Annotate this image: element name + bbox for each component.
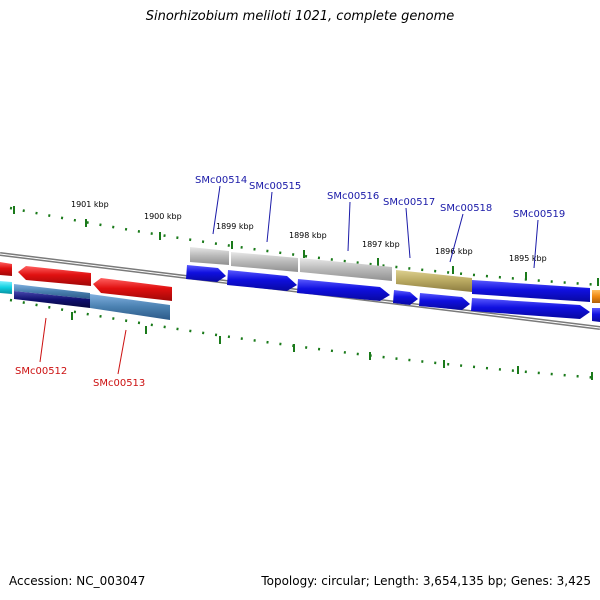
topology-label: Topology: xyxy=(261,574,318,588)
gene-block[interactable] xyxy=(14,291,90,308)
ruler-label: 1900 kbp xyxy=(144,212,182,221)
topology-value: circular xyxy=(321,574,366,588)
accession-value: NC_003047 xyxy=(76,574,146,588)
gene-block[interactable] xyxy=(0,281,12,294)
ruler-label: 1897 kbp xyxy=(362,240,400,249)
gene-arrow[interactable] xyxy=(18,266,91,286)
gene-block[interactable] xyxy=(14,284,90,299)
gene-label[interactable]: SMc00513 xyxy=(93,378,145,389)
gene-block[interactable] xyxy=(190,247,229,265)
gene-label[interactable]: SMc00514 xyxy=(195,175,247,186)
gene-arrow[interactable] xyxy=(0,262,12,276)
gene-label[interactable]: SMc00512 xyxy=(15,366,67,377)
label-leaders xyxy=(39,185,539,375)
outer-tick-track xyxy=(9,206,600,287)
genome-stats: Topology: circular; Length: 3,654,135 bp… xyxy=(261,574,591,588)
ruler-label: 1895 kbp xyxy=(509,254,547,263)
gene-block[interactable] xyxy=(592,290,600,303)
genes-value: 3,425 xyxy=(556,574,591,588)
gene-arrow[interactable] xyxy=(419,293,470,310)
length-label: Length: xyxy=(373,574,420,588)
gene-block[interactable] xyxy=(300,258,392,281)
ruler-label: 1901 kbp xyxy=(71,200,109,209)
gene-label[interactable]: SMc00516 xyxy=(327,191,379,202)
gene-block[interactable] xyxy=(396,270,472,292)
gene-labels: SMc00514 SMc00515 SMc00516 SMc00517 SMc0… xyxy=(15,175,565,389)
gene-arrow[interactable] xyxy=(393,290,418,305)
ruler-label: 1898 kbp xyxy=(289,231,327,240)
gene-label[interactable]: SMc00517 xyxy=(383,197,435,208)
gene-arrow[interactable] xyxy=(297,279,390,301)
ruler-label: 1899 kbp xyxy=(216,222,254,231)
gene-block[interactable] xyxy=(592,308,600,322)
gene-arrow[interactable] xyxy=(227,270,297,291)
gene-arrow[interactable] xyxy=(186,265,226,282)
map-title: Sinorhizobium meliloti 1021, complete ge… xyxy=(145,9,455,24)
gene-label[interactable]: SMc00515 xyxy=(249,181,301,192)
major-ticks xyxy=(13,206,599,380)
gene-arrow[interactable] xyxy=(472,280,590,302)
gene-block[interactable] xyxy=(231,252,298,272)
gene-block[interactable] xyxy=(90,294,170,320)
accession-info: Accession: NC_003047 xyxy=(9,574,145,588)
genes-label: Genes: xyxy=(510,574,553,588)
gene-label[interactable]: SMc00519 xyxy=(513,209,565,220)
gene-arrow[interactable] xyxy=(471,298,590,319)
ruler-label: 1896 kbp xyxy=(435,247,473,256)
gene-arrow[interactable] xyxy=(93,278,172,301)
length-value: 3,654,135 bp xyxy=(422,574,503,588)
accession-label: Accession: xyxy=(9,574,73,588)
gene-label[interactable]: SMc00518 xyxy=(440,203,492,214)
forward-strand-genes xyxy=(0,247,600,322)
ruler-labels: 1901 kbp 1900 kbp 1899 kbp 1898 kbp 1897… xyxy=(71,200,547,263)
